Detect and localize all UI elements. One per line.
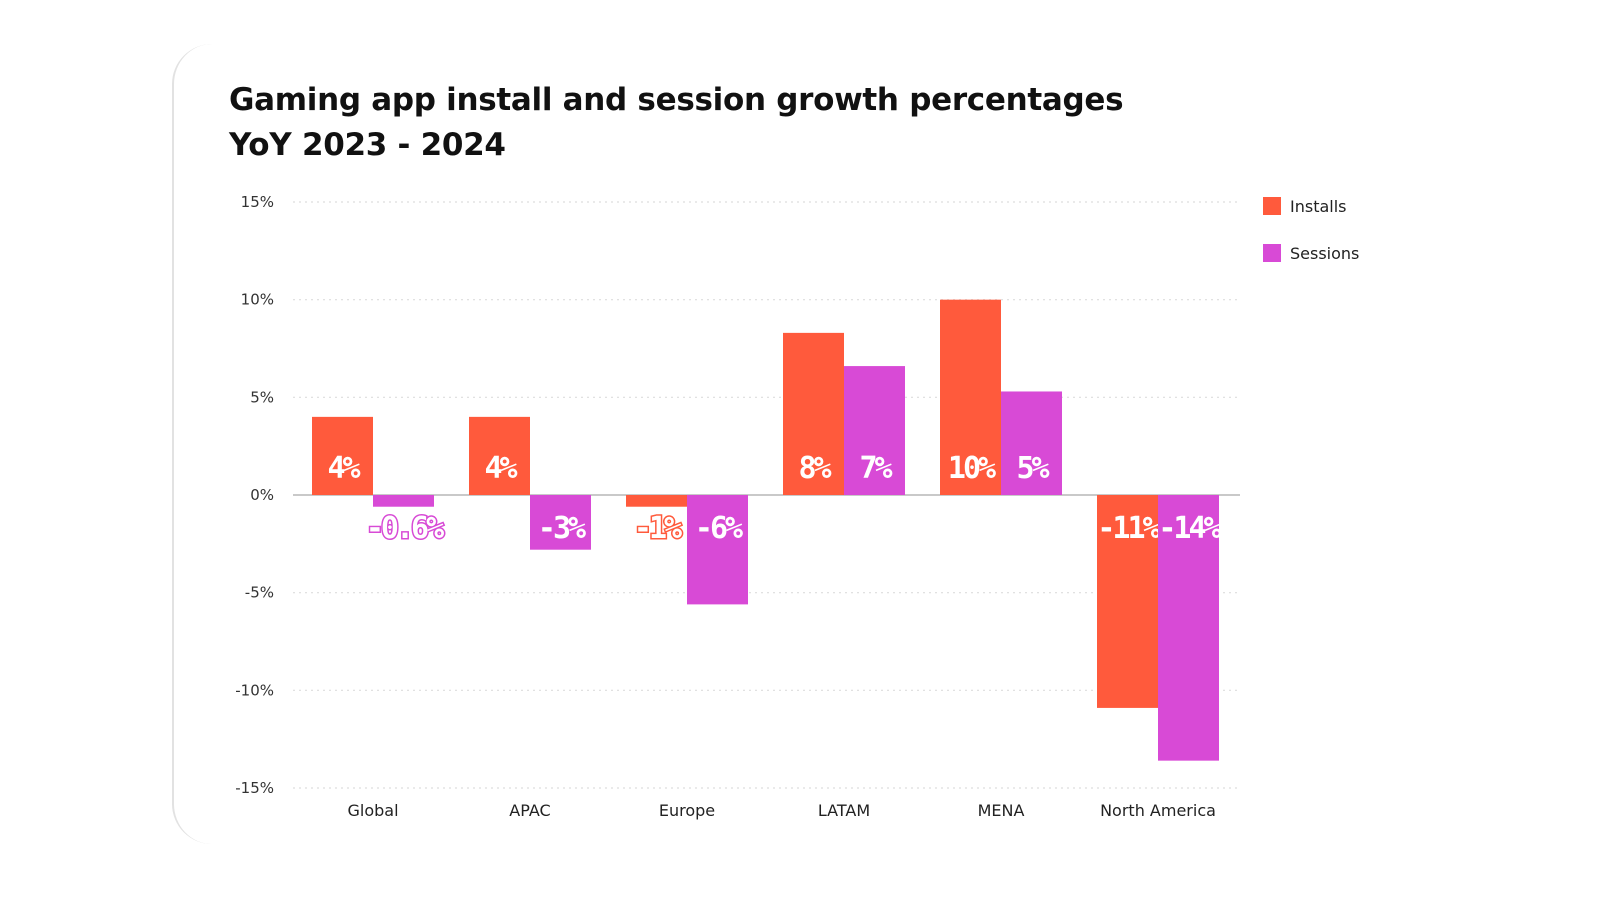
bar-sessions-europe <box>687 495 748 605</box>
bar-installs-apac <box>469 416 530 495</box>
legend-swatch-sessions <box>1263 244 1281 262</box>
y-tick-label: -5% <box>245 584 274 602</box>
bar-installs-europe <box>626 495 687 507</box>
y-tick-label: 15% <box>241 193 274 211</box>
y-tick-label: 10% <box>241 291 274 309</box>
data-label: 7% <box>859 451 892 486</box>
data-label: -0.6% <box>366 511 444 546</box>
bar-installs-north-america <box>1097 495 1158 708</box>
x-tick-label: Europe <box>659 801 715 820</box>
legend-label-installs: Installs <box>1290 196 1347 216</box>
chart-title-line-2: YoY 2023 - 2024 <box>229 127 506 163</box>
bar-sessions-apac <box>530 495 591 550</box>
data-label: 4% <box>484 451 517 486</box>
chart-title: Gaming app install and session growth pe… <box>229 78 1124 168</box>
x-tick-label: MENA <box>978 801 1025 820</box>
legend-swatch-installs <box>1263 197 1281 215</box>
x-tick-label: Global <box>347 801 398 820</box>
bar-sessions-mena <box>1001 391 1062 495</box>
bar-sessions-latam <box>844 366 905 495</box>
x-tick-label: LATAM <box>818 801 870 820</box>
data-label: 10% <box>948 451 996 486</box>
bar-sessions-global <box>373 495 434 507</box>
chart-title-line-1: Gaming app install and session growth pe… <box>229 82 1124 118</box>
y-tick-label: 0% <box>250 486 274 504</box>
x-tick-label: North America <box>1100 801 1216 820</box>
data-label: -3% <box>538 511 586 546</box>
bar-installs-mena <box>940 299 1001 495</box>
legend-label-sessions: Sessions <box>1290 243 1360 263</box>
x-tick-label: APAC <box>509 801 550 820</box>
data-label: 4% <box>327 451 360 486</box>
legend-item-installs: Installs <box>1263 196 1359 216</box>
chart-legend: Installs Sessions <box>1263 196 1359 290</box>
data-label: 5% <box>1016 451 1049 486</box>
y-tick-label: 5% <box>250 388 274 406</box>
bar-installs-latam <box>783 332 844 495</box>
y-tick-label: -10% <box>235 681 274 699</box>
data-label: -14% <box>1158 511 1221 546</box>
bar-installs-global <box>312 416 373 495</box>
data-label: -1% <box>634 511 682 546</box>
data-label: -11% <box>1097 511 1160 546</box>
data-label: 8% <box>798 451 831 486</box>
y-tick-label: -15% <box>235 779 274 797</box>
bar-sessions-north-america <box>1158 495 1219 761</box>
legend-item-sessions: Sessions <box>1263 243 1359 263</box>
data-label: -6% <box>695 511 743 546</box>
